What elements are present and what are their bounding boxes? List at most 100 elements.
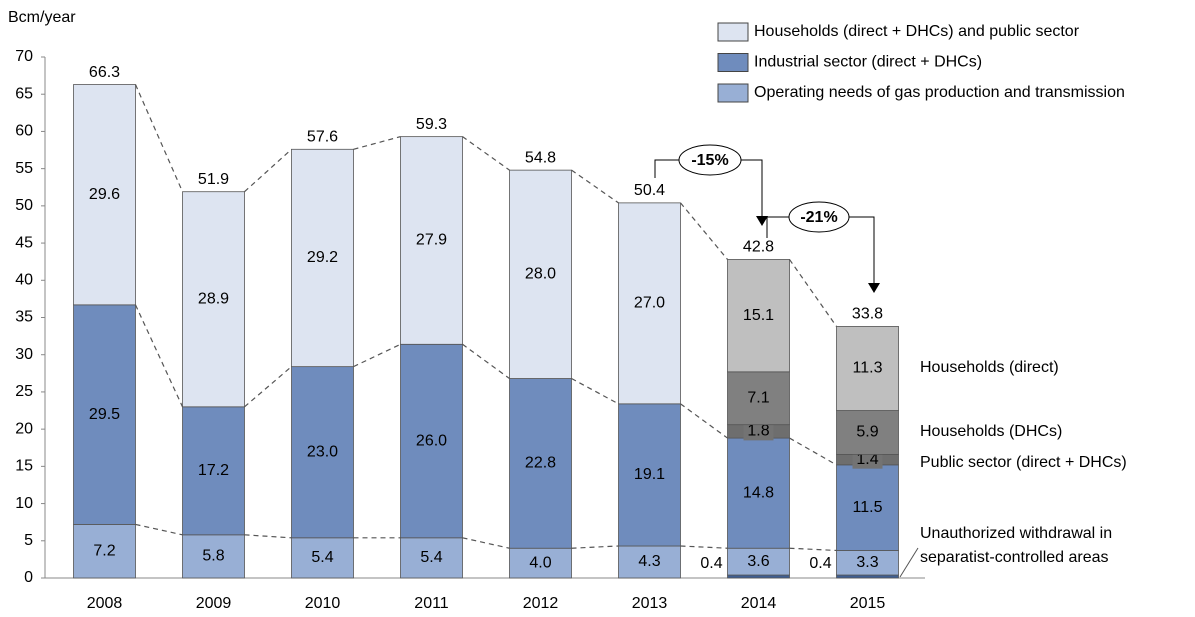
x-tick-label: 2013 bbox=[632, 595, 668, 612]
value-label: 0.4 bbox=[700, 555, 722, 572]
leader-line bbox=[899, 547, 919, 578]
connector bbox=[135, 523, 183, 536]
y-tick-label: 20 bbox=[15, 420, 33, 437]
bar-segment bbox=[836, 410, 899, 455]
side-label: Public sector (direct + DHCs) bbox=[920, 454, 1127, 471]
value-label: 14.8 bbox=[743, 484, 774, 501]
bar-segment bbox=[727, 437, 790, 549]
value-label: 5.4 bbox=[420, 549, 442, 566]
bar-segment bbox=[836, 574, 899, 579]
y-tick-label: 45 bbox=[15, 234, 33, 251]
side-label: Unauthorized withdrawal in separatist-co… bbox=[920, 525, 1113, 566]
legend-label: Households (direct + DHCs) and public se… bbox=[754, 23, 1080, 40]
value-label: 5.9 bbox=[856, 424, 878, 441]
legend-swatch bbox=[717, 83, 749, 103]
bracket bbox=[654, 159, 680, 178]
bar-segment bbox=[618, 403, 681, 547]
x-tick-label: 2011 bbox=[414, 595, 449, 612]
value-label: 27.0 bbox=[634, 295, 665, 312]
x-tick-label: 2015 bbox=[850, 595, 886, 612]
total-label: 50.4 bbox=[634, 182, 665, 199]
y-tick-label: 30 bbox=[15, 346, 33, 363]
bar-segment bbox=[182, 191, 245, 408]
total-label: 57.6 bbox=[307, 129, 338, 146]
bar-segment bbox=[509, 169, 572, 379]
bar-segment bbox=[509, 378, 572, 549]
value-label: 11.3 bbox=[853, 360, 883, 377]
bar-segment bbox=[291, 148, 354, 368]
x-tick-label: 2008 bbox=[87, 595, 123, 612]
value-label: 29.2 bbox=[307, 249, 338, 266]
value-label: 28.9 bbox=[198, 290, 229, 307]
value-label: 29.5 bbox=[89, 406, 120, 423]
bar-segment bbox=[73, 84, 136, 306]
connector bbox=[244, 148, 292, 193]
value-label: 23.0 bbox=[307, 443, 338, 460]
bar-segment bbox=[400, 537, 463, 579]
bar-segment bbox=[727, 547, 790, 576]
side-label: Households (direct) bbox=[920, 359, 1059, 376]
value-label: 3.6 bbox=[747, 553, 769, 570]
x-tick-label: 2010 bbox=[305, 595, 341, 612]
connector bbox=[571, 545, 619, 549]
y-tick-label: 70 bbox=[15, 48, 33, 65]
bracket bbox=[741, 159, 763, 218]
total-label: 54.8 bbox=[525, 149, 556, 166]
annotation-ellipse bbox=[678, 144, 742, 176]
value-label: 4.0 bbox=[529, 554, 551, 571]
connector bbox=[134, 84, 184, 192]
arrow-head bbox=[868, 283, 880, 293]
value-label-box bbox=[743, 422, 774, 441]
y-tick-label: 60 bbox=[15, 123, 33, 140]
y-tick-label: 35 bbox=[15, 309, 33, 326]
annotation-15: -15% bbox=[654, 144, 768, 226]
legend-label: Operating needs of gas production and tr… bbox=[754, 84, 1125, 101]
total-label: 42.8 bbox=[743, 239, 774, 256]
bar-segment bbox=[73, 304, 136, 525]
x-tick-label: 2012 bbox=[523, 595, 559, 612]
connector bbox=[789, 547, 837, 552]
bar-segment bbox=[400, 136, 463, 345]
y-tick-label: 40 bbox=[15, 272, 33, 289]
y-tick-label: 25 bbox=[15, 383, 33, 400]
connector bbox=[244, 366, 292, 408]
total-label: 59.3 bbox=[416, 116, 447, 133]
value-label: 4.3 bbox=[638, 553, 660, 570]
bar-segment bbox=[727, 259, 790, 373]
value-label: 5.4 bbox=[311, 549, 333, 566]
total-label: 66.3 bbox=[89, 64, 120, 81]
connector bbox=[680, 202, 728, 260]
bar-segment bbox=[836, 326, 899, 411]
y-tick-label: 55 bbox=[15, 160, 33, 177]
connector bbox=[789, 437, 837, 466]
legend-label: Industrial sector (direct + DHCs) bbox=[754, 54, 982, 71]
connector bbox=[353, 343, 401, 368]
bracket bbox=[766, 216, 790, 238]
bar-segment bbox=[400, 343, 463, 539]
bar-segment bbox=[182, 406, 245, 536]
annotation-text: -21% bbox=[800, 209, 837, 226]
bar-segment bbox=[182, 534, 245, 579]
bracket bbox=[849, 216, 875, 285]
value-label: 1.8 bbox=[747, 423, 769, 440]
y-tick-label: 65 bbox=[15, 85, 33, 102]
connector bbox=[353, 136, 401, 150]
legend-swatch bbox=[717, 53, 749, 72]
legend-swatch bbox=[717, 22, 749, 42]
x-tick-label: 2009 bbox=[196, 595, 232, 612]
bar-segment bbox=[836, 464, 899, 551]
value-label: 11.5 bbox=[853, 499, 883, 516]
connector bbox=[571, 169, 619, 204]
total-label: 33.8 bbox=[852, 306, 883, 323]
value-label: 29.6 bbox=[89, 186, 120, 203]
connector bbox=[462, 343, 510, 380]
value-label: 5.8 bbox=[202, 548, 224, 565]
value-label: 15.1 bbox=[743, 307, 774, 324]
value-label: 17.2 bbox=[198, 462, 229, 479]
connector bbox=[134, 304, 184, 408]
bar-segment bbox=[291, 366, 354, 539]
y-tick-label: 50 bbox=[15, 197, 33, 214]
value-label: 22.8 bbox=[525, 455, 556, 472]
